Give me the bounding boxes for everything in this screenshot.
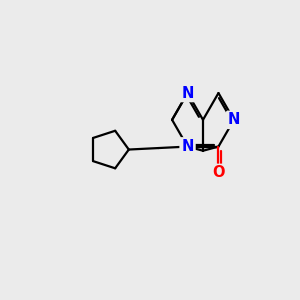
Text: O: O [212, 165, 225, 180]
Text: N: N [182, 139, 194, 154]
Text: N: N [182, 85, 194, 100]
Text: N: N [182, 139, 194, 154]
Text: N: N [228, 112, 240, 127]
